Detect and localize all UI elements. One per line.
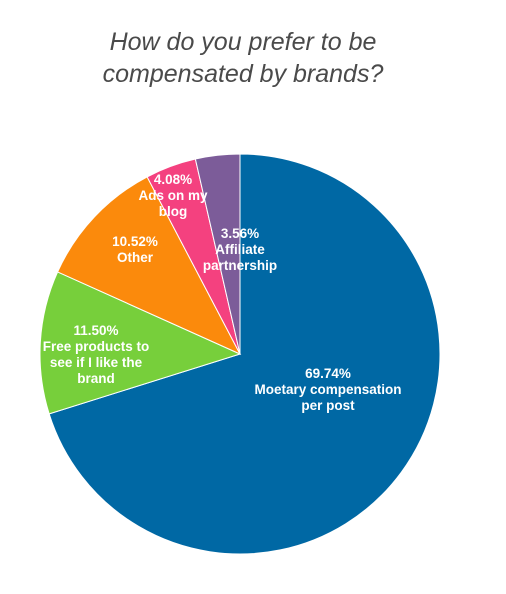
slice-percent-free-products: 11.50%: [73, 323, 118, 338]
slice-percent-monetary-compensation: 69.74%: [305, 366, 351, 381]
slice-label-line-ads-on-blog: blog: [159, 204, 188, 219]
slice-label-line-ads-on-blog: Ads on my: [138, 188, 208, 203]
slice-label-line-free-products: brand: [77, 371, 115, 386]
chart-title: How do you prefer to be compensated by b…: [0, 26, 486, 90]
chart-title-line-2: compensated by brands?: [102, 60, 384, 88]
slice-label-affiliate-partnership: 3.56% Affiliate partnership: [203, 226, 277, 273]
slice-label-line-free-products: see if I like the: [50, 355, 143, 370]
pie-slice-other: [56, 176, 242, 356]
pie-labels: 69.74% Moetary compensation per post 11.50%…: [43, 172, 402, 413]
slice-label-line-affiliate-partnership: Affiliate: [215, 242, 265, 257]
slice-percent-other: 10.52%: [112, 234, 158, 249]
pie-slice-monetary-compensation: [48, 153, 441, 555]
slice-label-line-monetary-compensation: Moetary compensation: [254, 382, 401, 397]
pie-slice-free-products: [39, 271, 242, 415]
slice-percent-affiliate-partnership: 3.56%: [221, 226, 259, 241]
slice-label-monetary-compensation: 69.74% Moetary compensation per post: [254, 366, 401, 413]
slice-percent-ads-on-blog: 4.08%: [154, 172, 192, 187]
slice-label-ads-on-blog: 4.08% Ads on my blog: [138, 172, 208, 219]
slice-label-line-affiliate-partnership: partnership: [203, 258, 277, 273]
chart-title-line-1: How do you prefer to be: [109, 28, 377, 56]
slice-label-free-products: 11.50% Free products to see if I like the b…: [43, 323, 150, 386]
slice-label-other: 10.52% Other: [112, 234, 158, 265]
pie-slice-affiliate-partnership: [194, 153, 241, 355]
pie-slices: [39, 153, 441, 555]
slice-label-line-other: Other: [117, 250, 154, 265]
slice-label-line-monetary-compensation: per post: [301, 398, 355, 413]
slice-label-line-free-products: Free products to: [43, 339, 150, 354]
